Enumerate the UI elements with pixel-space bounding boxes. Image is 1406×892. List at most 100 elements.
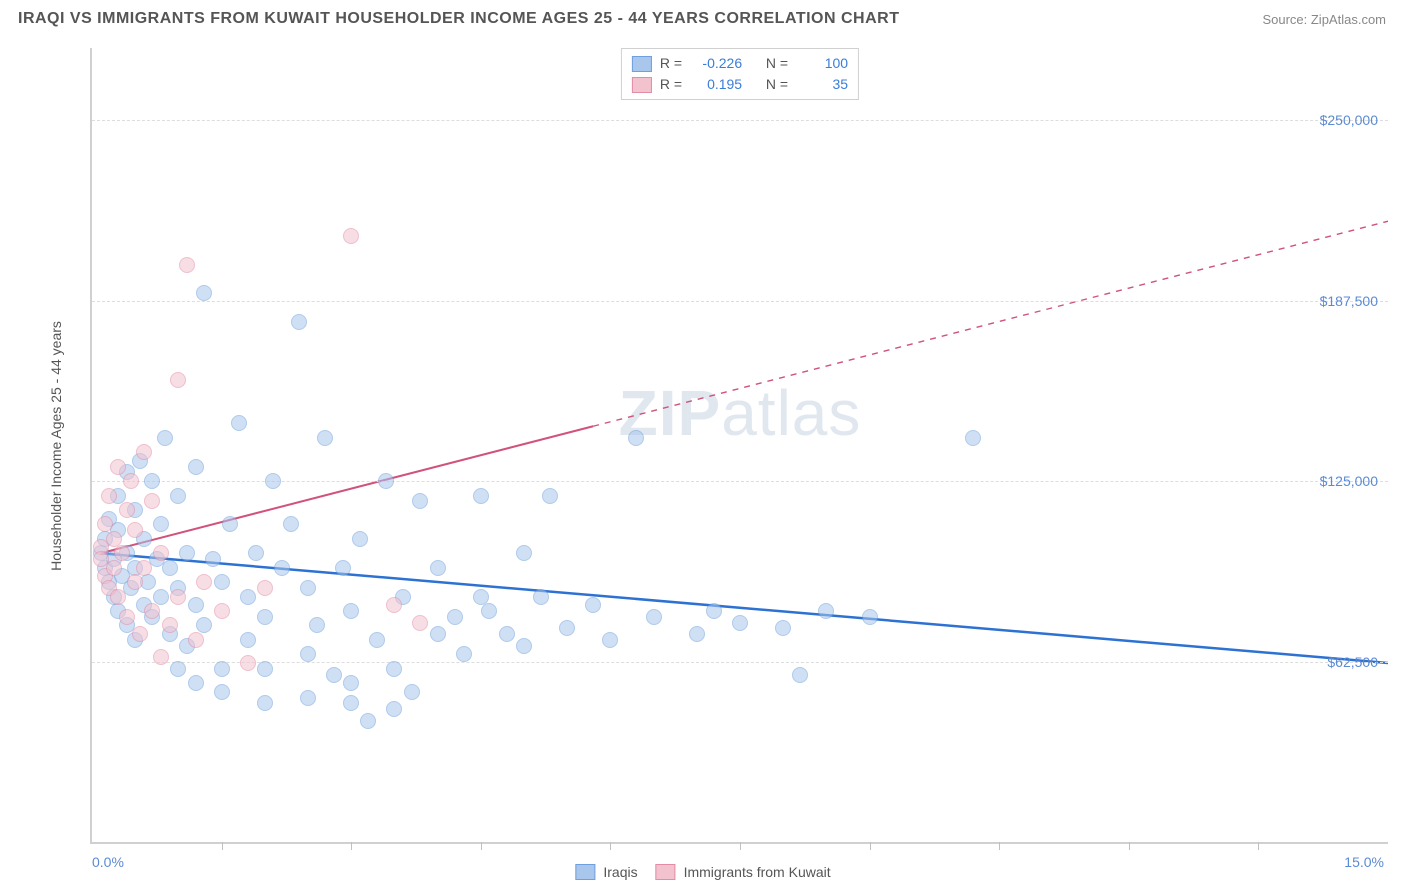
data-point xyxy=(153,545,169,561)
data-point xyxy=(188,597,204,613)
x-tick xyxy=(999,842,1000,850)
title-bar: IRAQI VS IMMIGRANTS FROM KUWAIT HOUSEHOL… xyxy=(0,0,1406,36)
watermark: ZIPatlas xyxy=(619,376,862,450)
data-point xyxy=(300,646,316,662)
data-point xyxy=(119,609,135,625)
data-point xyxy=(110,589,126,605)
data-point xyxy=(473,589,489,605)
source-label: Source: ZipAtlas.com xyxy=(1262,12,1386,27)
x-tick xyxy=(740,842,741,850)
data-point xyxy=(300,690,316,706)
data-point xyxy=(335,560,351,576)
data-point xyxy=(732,615,748,631)
legend-label: Immigrants from Kuwait xyxy=(684,864,831,880)
data-point xyxy=(775,620,791,636)
data-point xyxy=(542,488,558,504)
data-point xyxy=(144,473,160,489)
data-point xyxy=(257,661,273,677)
data-point xyxy=(114,545,130,561)
x-tick xyxy=(351,842,352,850)
data-point xyxy=(214,603,230,619)
stat-legend: R =-0.226 N =100R = 0.195 N = 35 xyxy=(621,48,859,100)
gridline xyxy=(92,481,1388,482)
data-point xyxy=(646,609,662,625)
data-point xyxy=(965,430,981,446)
data-point xyxy=(257,609,273,625)
stat-legend-row: R =-0.226 N =100 xyxy=(632,53,848,74)
data-point xyxy=(499,626,515,642)
x-tick xyxy=(222,842,223,850)
data-point xyxy=(136,560,152,576)
data-point xyxy=(214,661,230,677)
data-point xyxy=(127,522,143,538)
data-point xyxy=(132,626,148,642)
data-point xyxy=(205,551,221,567)
data-point xyxy=(188,459,204,475)
data-point xyxy=(214,574,230,590)
data-point xyxy=(127,574,143,590)
stat-n-value: 100 xyxy=(796,53,848,74)
data-point xyxy=(196,285,212,301)
data-point xyxy=(369,632,385,648)
data-point xyxy=(119,502,135,518)
legend-item: Immigrants from Kuwait xyxy=(656,864,831,880)
x-tick xyxy=(1129,842,1130,850)
data-point xyxy=(862,609,878,625)
data-point xyxy=(123,473,139,489)
data-point xyxy=(153,589,169,605)
data-point xyxy=(179,257,195,273)
data-point xyxy=(430,560,446,576)
data-point xyxy=(378,473,394,489)
stat-n-value: 35 xyxy=(796,74,848,95)
data-point xyxy=(343,603,359,619)
data-point xyxy=(343,228,359,244)
data-point xyxy=(144,603,160,619)
data-point xyxy=(818,603,834,619)
data-point xyxy=(240,589,256,605)
data-point xyxy=(153,516,169,532)
data-point xyxy=(456,646,472,662)
data-point xyxy=(412,493,428,509)
data-point xyxy=(706,603,722,619)
data-point xyxy=(188,675,204,691)
data-point xyxy=(317,430,333,446)
data-point xyxy=(326,667,342,683)
data-point xyxy=(170,372,186,388)
data-point xyxy=(257,695,273,711)
data-point xyxy=(106,531,122,547)
y-tick-label: $125,000 xyxy=(1320,473,1378,489)
legend-label: Iraqis xyxy=(603,864,637,880)
x-tick xyxy=(481,842,482,850)
data-point xyxy=(559,620,575,636)
data-point xyxy=(231,415,247,431)
data-point xyxy=(689,626,705,642)
data-point xyxy=(265,473,281,489)
stat-r-label: R = xyxy=(660,53,682,74)
data-point xyxy=(196,617,212,633)
x-tick xyxy=(610,842,611,850)
x-tick xyxy=(870,842,871,850)
data-point xyxy=(792,667,808,683)
data-point xyxy=(386,661,402,677)
data-point xyxy=(291,314,307,330)
data-point xyxy=(628,430,644,446)
data-point xyxy=(602,632,618,648)
plot-wrap: Householder Income Ages 25 - 44 years ZI… xyxy=(48,48,1388,844)
data-point xyxy=(222,516,238,532)
stat-n-label: N = xyxy=(766,74,788,95)
data-point xyxy=(274,560,290,576)
data-point xyxy=(473,488,489,504)
data-point xyxy=(162,560,178,576)
data-point xyxy=(170,488,186,504)
data-point xyxy=(360,713,376,729)
data-point xyxy=(170,589,186,605)
chart-title: IRAQI VS IMMIGRANTS FROM KUWAIT HOUSEHOL… xyxy=(18,10,899,28)
stat-r-value: 0.195 xyxy=(690,74,742,95)
data-point xyxy=(214,684,230,700)
bottom-legend: Iraqis Immigrants from Kuwait xyxy=(575,864,830,880)
data-point xyxy=(257,580,273,596)
data-point xyxy=(404,684,420,700)
data-point xyxy=(101,488,117,504)
data-point xyxy=(300,580,316,596)
data-point xyxy=(283,516,299,532)
